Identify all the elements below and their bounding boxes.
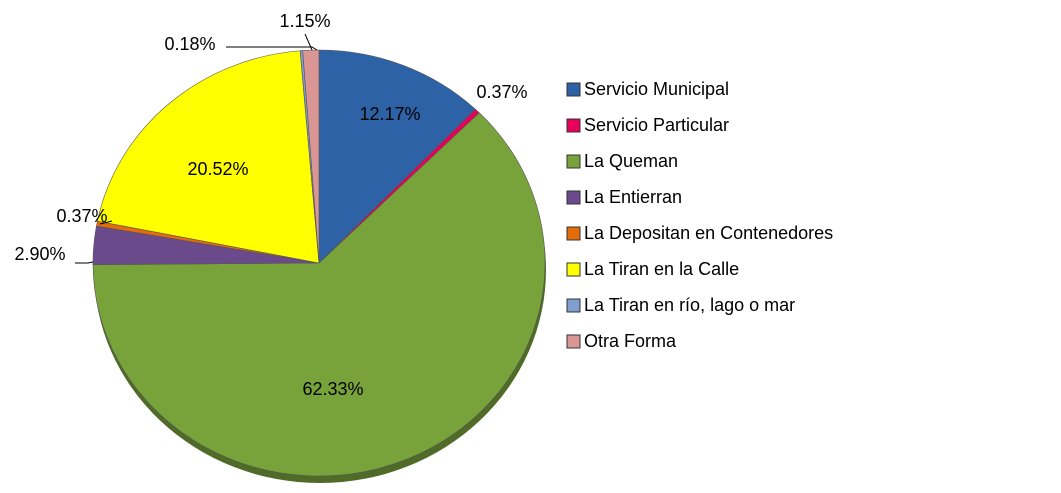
legend-swatch [566, 118, 581, 133]
data-label: 2.90% [14, 244, 65, 264]
pie-slice [318, 49, 476, 264]
legend-swatch [566, 226, 581, 241]
legend-swatch [566, 82, 581, 97]
legend-swatch [566, 298, 581, 313]
data-label: 0.18% [164, 34, 215, 54]
leader-line [304, 33, 313, 51]
data-label: 12.17% [359, 104, 420, 124]
leader-line [75, 261, 94, 264]
leader-line [226, 46, 318, 51]
data-label: 20.52% [187, 159, 248, 179]
legend-label: La Entierran [584, 187, 682, 207]
data-label: 1.15% [279, 11, 330, 31]
legend-swatch [566, 334, 581, 349]
legend-label: La Queman [584, 151, 678, 171]
legend-label: La Depositan en Contenedores [584, 223, 833, 243]
data-label: 0.37% [476, 82, 527, 102]
pie-slice [302, 49, 320, 264]
data-label: 0.37% [56, 206, 107, 226]
legend-label: Otra Forma [584, 331, 677, 351]
legend-label: La Tiran en la Calle [584, 259, 739, 279]
pie-slice [97, 50, 320, 264]
data-label: 62.33% [302, 379, 363, 399]
legend-label: Servicio Municipal [584, 79, 729, 99]
legend-label: Servicio Particular [584, 115, 729, 135]
legend-swatch [566, 190, 581, 205]
leader-line [99, 220, 113, 225]
legend-swatch [566, 154, 581, 169]
legend-label: La Tiran en río, lago o mar [584, 295, 795, 315]
pie-slice [92, 112, 546, 477]
legend-swatch [566, 262, 581, 277]
